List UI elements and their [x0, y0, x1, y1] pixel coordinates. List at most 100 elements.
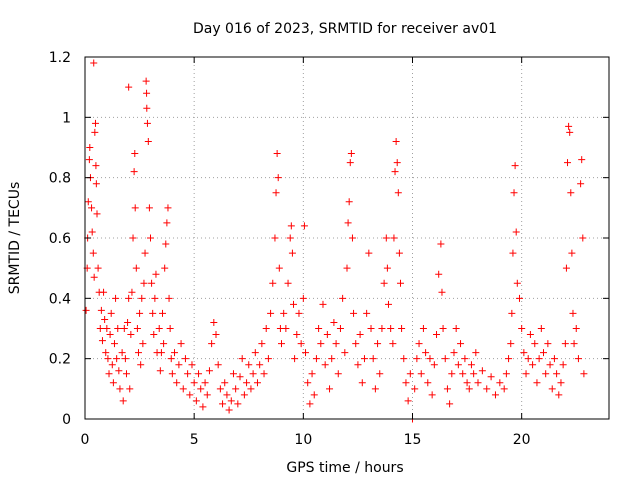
data-point — [243, 379, 251, 387]
data-point — [544, 340, 552, 348]
data-point — [273, 150, 281, 158]
data-point — [229, 370, 237, 378]
data-point — [124, 318, 132, 326]
data-point — [109, 379, 117, 387]
data-point — [105, 370, 113, 378]
data-point — [130, 168, 138, 176]
data-point — [192, 397, 200, 405]
chart-title: Day 016 of 2023, SRMTID for receiver av0… — [193, 21, 497, 37]
data-point — [513, 279, 521, 287]
data-point — [391, 168, 399, 176]
data-point — [137, 361, 145, 369]
data-point — [553, 370, 561, 378]
data-point — [149, 309, 157, 317]
data-point — [103, 325, 111, 332]
data-point — [548, 385, 556, 393]
data-point — [402, 379, 410, 387]
data-point — [317, 340, 325, 348]
data-point — [201, 379, 209, 387]
data-point — [344, 219, 352, 227]
data-point — [168, 370, 176, 378]
data-point — [467, 361, 475, 369]
data-point — [151, 294, 159, 302]
data-point — [474, 379, 482, 387]
data-point — [413, 355, 421, 363]
data-point — [225, 406, 233, 414]
data-point — [234, 400, 242, 408]
data-point — [150, 331, 158, 339]
data-point — [184, 370, 192, 378]
data-point — [141, 249, 149, 257]
data-point — [195, 370, 203, 378]
data-point — [181, 355, 189, 363]
data-point — [392, 137, 400, 145]
data-point — [522, 370, 530, 378]
data-point — [85, 156, 93, 164]
data-point — [371, 385, 379, 393]
data-point — [167, 355, 175, 363]
data-point — [500, 385, 508, 393]
data-point — [411, 385, 419, 393]
data-point — [356, 331, 364, 339]
data-point — [240, 391, 248, 399]
data-point — [433, 331, 441, 339]
data-point — [166, 325, 174, 332]
data-point — [352, 340, 360, 348]
data-point — [171, 349, 179, 357]
data-point — [346, 159, 354, 167]
data-point — [306, 400, 314, 408]
data-point — [84, 198, 92, 206]
data-point — [568, 249, 576, 257]
data-point — [520, 349, 528, 357]
data-point — [125, 294, 133, 302]
data-point — [509, 249, 517, 257]
data-point — [173, 379, 181, 387]
data-point — [350, 309, 358, 317]
data-point — [487, 373, 495, 381]
data-point — [293, 331, 301, 339]
data-point — [358, 379, 366, 387]
data-point — [540, 349, 547, 357]
data-point — [118, 349, 126, 357]
data-point — [144, 137, 152, 145]
data-point — [441, 355, 449, 363]
data-point — [515, 294, 523, 302]
data-point — [531, 340, 539, 348]
data-point — [249, 370, 257, 378]
data-point — [179, 385, 187, 393]
data-point — [437, 240, 445, 248]
y-tick-label: 1.2 — [49, 50, 71, 66]
data-point — [457, 340, 465, 348]
data-point — [90, 59, 98, 67]
data-point — [138, 294, 146, 302]
data-point — [161, 264, 169, 272]
data-point — [347, 150, 355, 158]
data-point — [267, 309, 275, 317]
data-point — [290, 300, 298, 308]
data-point — [177, 340, 185, 348]
data-point — [510, 189, 518, 197]
data-point — [203, 391, 211, 399]
data-point — [113, 355, 121, 363]
data-point — [315, 325, 323, 332]
data-point — [295, 309, 303, 317]
data-point — [300, 222, 308, 230]
data-point — [232, 385, 240, 393]
data-point — [236, 373, 244, 381]
data-point — [262, 325, 270, 332]
data-point — [435, 270, 443, 278]
data-point — [550, 355, 558, 363]
data-point — [97, 306, 105, 314]
data-point — [526, 331, 534, 339]
data-point — [90, 273, 98, 281]
y-tick-label: 0.2 — [49, 352, 71, 368]
y-tick-label: 0 — [62, 412, 71, 428]
x-tick-label: 15 — [404, 432, 422, 448]
data-point — [272, 189, 280, 197]
axis-ticks: 0 0.2 0.4 0.6 0.8 1 1.2 0 5 10 15 20 — [49, 50, 609, 448]
data-point — [330, 318, 338, 326]
data-point — [251, 349, 259, 357]
x-tick-label: 20 — [513, 432, 531, 448]
data-point — [524, 355, 532, 363]
data-point — [557, 379, 565, 387]
